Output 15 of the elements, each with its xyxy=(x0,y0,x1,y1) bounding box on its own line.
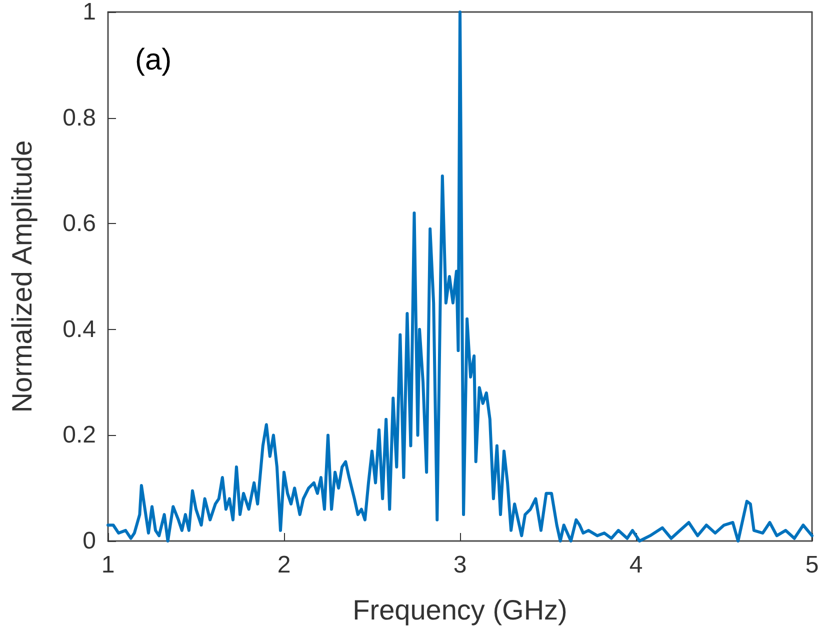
x-tick-label: 4 xyxy=(629,552,643,578)
x-tick-label: 2 xyxy=(277,552,291,578)
y-tick-label: 0.6 xyxy=(62,210,96,238)
x-tick-label: 1 xyxy=(101,552,115,578)
x-tick-label: 3 xyxy=(453,552,467,578)
y-tick-label: 0 xyxy=(82,528,96,554)
y-tick-label: 0.2 xyxy=(62,422,96,449)
y-tick-label: 0.8 xyxy=(62,104,96,132)
y-tick-label: 0.4 xyxy=(62,316,96,343)
x-axis-title: Frequency (GHz) xyxy=(352,594,568,626)
line-series xyxy=(106,10,814,542)
y-tick-label: 1 xyxy=(82,0,96,26)
y-axis-title: Normalized Amplitude xyxy=(6,140,38,413)
annotation: (a) xyxy=(135,44,172,76)
x-tick-label: 5 xyxy=(805,552,819,578)
